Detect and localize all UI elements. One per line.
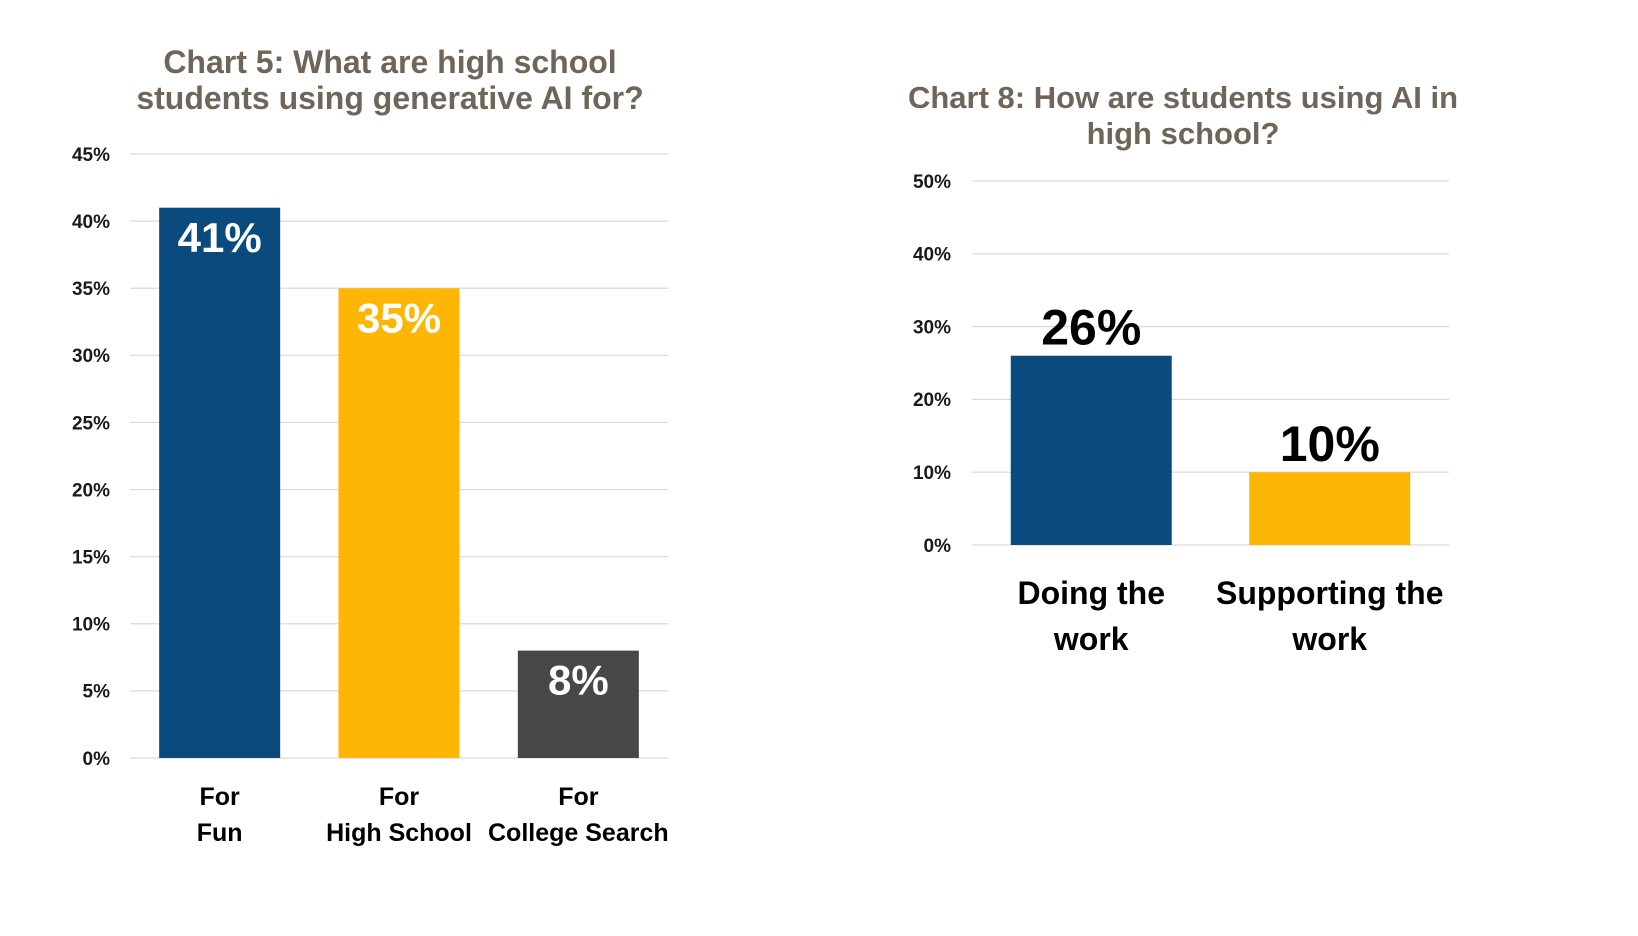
chart-8-panel: Chart 8: How are students using AI in hi… xyxy=(880,0,1638,936)
chart-5-panel: Chart 5: What are high school students u… xyxy=(0,0,760,936)
chart-5-y-tick-label: 5% xyxy=(83,682,111,703)
chart-8-y-tick-label: 20% xyxy=(913,390,951,411)
chart-8-title: Chart 8: How are students using AI in hi… xyxy=(907,80,1459,151)
chart-8-category-label: Doing the work xyxy=(1017,575,1165,657)
chart-5-bar xyxy=(517,650,639,758)
chart-5-y-tick-label: 10% xyxy=(72,615,110,636)
chart-5-data-label: 41% xyxy=(178,214,262,261)
chart-5-data-label: 35% xyxy=(357,294,441,341)
chart-8-y-tick-label: 30% xyxy=(913,317,951,338)
chart-8-data-label: 10% xyxy=(1280,416,1380,472)
chart-5-data-label: 8% xyxy=(548,657,609,704)
chart-5-y-tick-label: 35% xyxy=(72,279,110,300)
chart-5-category-label: For College Search xyxy=(488,783,669,847)
chart-5-plot: 0% 5% 10% 15% 20% 25% 30% 35% 40% 45% 41% For Fun 35%… xyxy=(72,145,669,847)
chart-8-y-tick-label: 10% xyxy=(913,463,951,484)
chart-8-bar xyxy=(1010,355,1172,545)
chart-5-bar xyxy=(338,288,460,758)
chart-5-y-tick-label: 45% xyxy=(72,145,110,166)
chart-5-y-tick-label: 20% xyxy=(72,480,110,501)
chart-8-plot: 0% 10% 20% 30% 40% 50% 26% Doing the work 10% Supp… xyxy=(913,172,1449,657)
chart-5-category-label: For Fun xyxy=(197,783,243,847)
chart-5-y-tick-label: 25% xyxy=(72,413,110,434)
chart-8-data-label: 26% xyxy=(1041,300,1141,356)
chart-5-y-tick-label: 15% xyxy=(72,548,110,569)
chart-5-y-tick-label: 30% xyxy=(72,346,110,367)
chart-5-y-tick-label: 40% xyxy=(72,212,110,233)
chart-8-y-tick-label: 40% xyxy=(913,245,951,266)
chart-5-y-tick-label: 0% xyxy=(83,749,111,770)
chart-8-category-label: Supporting the work xyxy=(1216,575,1444,657)
chart-5-bar xyxy=(159,207,281,758)
chart-8-bar xyxy=(1249,472,1411,545)
chart-5-title: Chart 5: What are high school students u… xyxy=(136,44,644,116)
chart-8-y-tick-label: 0% xyxy=(924,536,952,557)
chart-5-category-label: For High School xyxy=(326,783,472,847)
chart-8-y-tick-label: 50% xyxy=(913,172,951,193)
